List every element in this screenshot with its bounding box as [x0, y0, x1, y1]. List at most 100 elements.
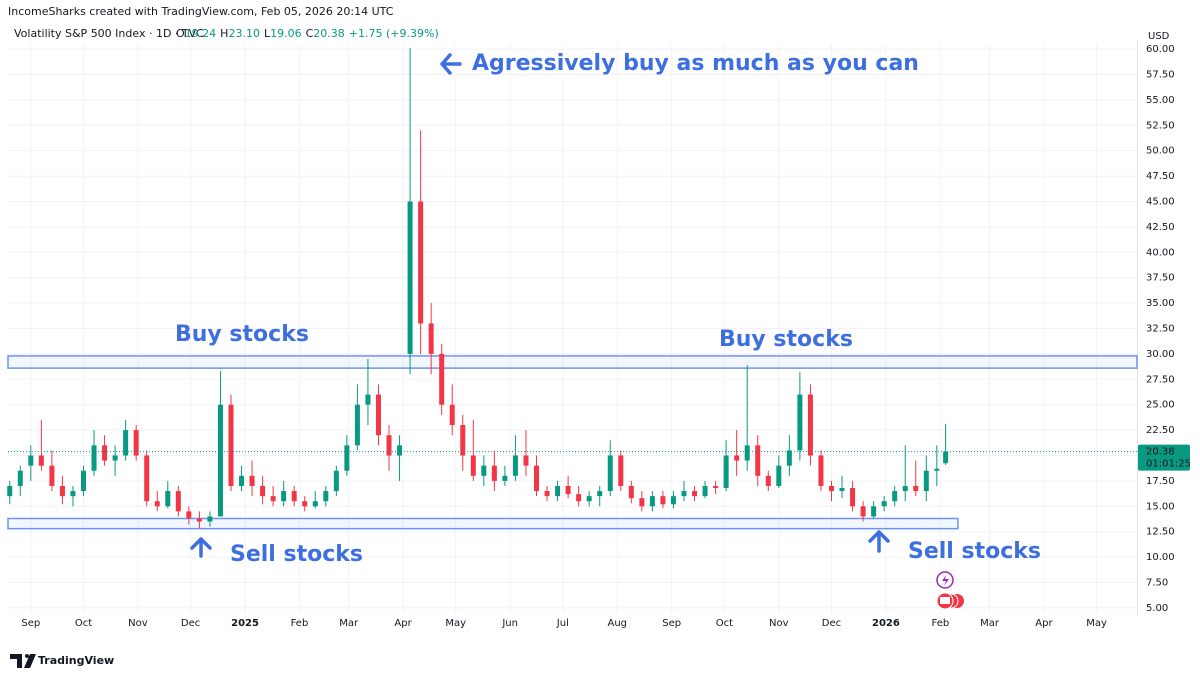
zone	[7, 517, 959, 530]
candle-body	[365, 394, 371, 405]
candle-body	[123, 430, 129, 456]
candle-body	[386, 435, 392, 456]
ohlc-key: O	[176, 27, 185, 40]
candle-body	[333, 470, 339, 492]
annotation: Buy stocks	[719, 327, 853, 352]
candle-body	[154, 501, 160, 507]
candle-body	[565, 485, 571, 495]
x-tick-label: Sep	[21, 618, 40, 629]
candle-body	[660, 496, 666, 505]
candle-body	[249, 475, 255, 486]
candle-body	[491, 465, 497, 481]
y-tick-label: 47.50	[1146, 171, 1175, 182]
y-tick-label: 10.00	[1146, 552, 1175, 563]
y-tick-label: 35.00	[1146, 298, 1175, 309]
candle-body	[923, 470, 929, 492]
ohlc: O19.24 H23.10 L19.06 C20.38 +1.75 (+9.39%)	[176, 27, 439, 40]
ohlc-key: L	[264, 27, 271, 40]
candle-body	[850, 488, 856, 507]
x-tick-label: Nov	[128, 618, 148, 629]
countdown: 01:01:25	[1146, 459, 1191, 470]
candle-body	[270, 496, 276, 502]
candle-body	[354, 404, 360, 446]
x-tick-label: 2025	[231, 618, 259, 629]
y-tick-label: 5.00	[1146, 603, 1168, 614]
candle-body	[7, 485, 13, 497]
x-tick-label: May	[445, 618, 466, 629]
y-tick-label: 17.50	[1146, 476, 1175, 487]
x-tick-label: 2026	[872, 618, 900, 629]
candle-body	[871, 506, 877, 517]
y-tick-label: 57.50	[1146, 69, 1175, 80]
logo: TradingView	[10, 654, 114, 668]
y-tick-label: 40.00	[1146, 247, 1175, 258]
candle-body	[702, 485, 708, 497]
annotation: Sell stocks	[908, 539, 1041, 564]
candle-body	[765, 475, 771, 486]
y-tick-label: 45.00	[1146, 196, 1175, 207]
candle-body	[902, 485, 908, 492]
x-tick-label: Aug	[608, 618, 628, 629]
ohlc-value: 20.38	[313, 27, 345, 40]
candle-body	[81, 470, 87, 492]
candle-body	[776, 465, 782, 486]
candle-body	[196, 518, 202, 522]
candle-body	[228, 404, 234, 486]
x-tick-label: Feb	[291, 618, 309, 629]
arrows	[190, 53, 890, 558]
candle-body	[418, 201, 424, 324]
candle-body	[312, 501, 318, 507]
candle-body	[839, 488, 845, 492]
candle-body	[881, 501, 887, 507]
x-tick-label: Nov	[769, 618, 789, 629]
x-tick-label: Oct	[75, 618, 92, 629]
last-price: 20.38	[1146, 447, 1175, 458]
candle-body	[502, 475, 508, 481]
candle-body	[860, 506, 866, 517]
annotation: Sell stocks	[230, 542, 363, 567]
annotation: Buy stocks	[175, 322, 309, 347]
candle-body	[397, 445, 403, 456]
candle-body	[102, 445, 108, 461]
candle-body	[207, 516, 213, 522]
x-tick-label: Oct	[716, 618, 733, 629]
candle-body	[175, 491, 181, 512]
candle-body	[291, 491, 297, 502]
y-tick-label: 55.00	[1146, 95, 1175, 106]
ohlc-key: H	[220, 27, 228, 40]
x-tick-label: Dec	[822, 618, 841, 629]
candle-body	[670, 496, 676, 505]
y-tick-label: 60.00	[1146, 44, 1175, 55]
credit: IncomeSharks created with TradingView.co…	[8, 5, 394, 18]
candle-body	[649, 496, 655, 507]
candle-body	[639, 498, 645, 507]
y-tick-label: 32.50	[1146, 323, 1175, 334]
candle-body	[439, 353, 445, 405]
y-tick-label: 7.50	[1146, 578, 1168, 589]
candle-body	[470, 455, 476, 476]
candle-body	[586, 496, 592, 502]
x-tick-label: Apr	[394, 618, 412, 629]
x-tick-label: Mar	[339, 618, 359, 629]
ohlc-key: C	[306, 27, 314, 40]
zone	[7, 355, 1138, 369]
currency: USD	[1148, 31, 1170, 42]
candle-body	[28, 455, 34, 466]
candle-body	[112, 455, 118, 461]
x-tick-label: Apr	[1035, 618, 1053, 629]
candle-body	[17, 470, 23, 486]
candle-body	[723, 455, 729, 489]
y-tick-label: 27.50	[1146, 374, 1175, 385]
candle-body	[744, 445, 750, 461]
candle-body	[217, 404, 223, 517]
candle-body	[828, 485, 834, 492]
candle-body	[692, 491, 698, 497]
y-tick-label: 52.50	[1146, 120, 1175, 131]
x-tick-label: Feb	[931, 618, 949, 629]
candle-body	[934, 468, 940, 471]
candle-body	[534, 465, 540, 492]
candle-body	[818, 455, 824, 486]
y-tick-label: 42.50	[1146, 222, 1175, 233]
